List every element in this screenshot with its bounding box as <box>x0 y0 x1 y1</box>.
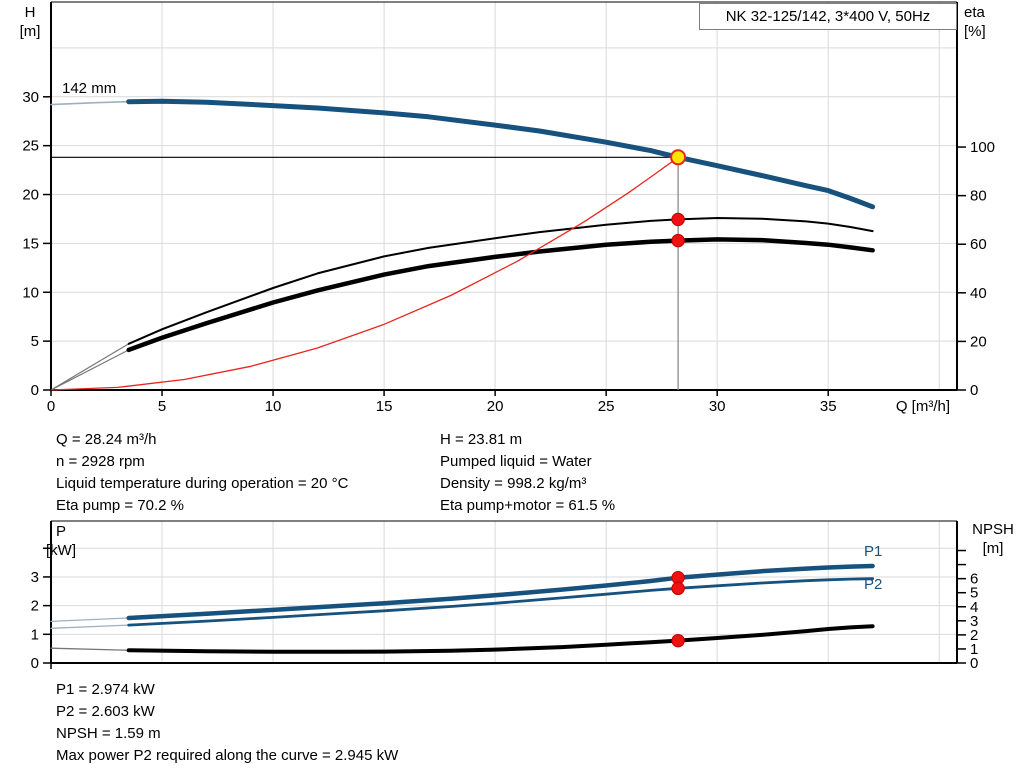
y-right-tick-label: 100 <box>970 139 995 156</box>
head-efficiency-chart: 0 5 10 15 20 25 30 0 20 40 60 80 100 0 5 10 15 20 25 30 35 <box>22 1 995 415</box>
y-right-tick-label: 20 <box>970 333 987 350</box>
npsh-axis-title-line1: NPSH <box>972 521 1014 538</box>
impeller-diameter-label: 142 mm <box>62 80 117 97</box>
x-tick-label: 35 <box>820 398 837 415</box>
x-tick-label: 15 <box>376 398 393 415</box>
y-left-tick-label: 0 <box>31 382 39 399</box>
h-axis-title-line1: H <box>24 4 36 21</box>
info-line-eta-pump: Eta pump = 70.2 % <box>56 497 184 514</box>
head-curve-142mm <box>126 98 876 210</box>
y-left-tick-label: 15 <box>22 235 39 252</box>
h-axis-title: H [m] <box>12 3 48 41</box>
eta-pump-motor-curve <box>126 237 875 353</box>
operating-point-marker <box>671 633 685 648</box>
q-axis-title: Q [m³/h] <box>895 398 950 415</box>
info-line-max-power: Max power P2 required along the curve = … <box>56 747 399 764</box>
eta-axis-title-line2: [%] <box>964 23 986 40</box>
npsh-axis-title: NPSH [m] <box>962 520 1024 558</box>
head-curve-142mm-lead <box>50 100 130 106</box>
x-tick-label: 30 <box>709 398 726 415</box>
x-tick-label: 10 <box>265 398 282 415</box>
p1-curve-lead <box>50 617 130 623</box>
eta-pump-curve <box>127 217 874 345</box>
p1-curve-label: P1 <box>864 543 883 560</box>
y-right-tick-label: 40 <box>970 285 987 302</box>
p2-curve-label: P2 <box>864 576 883 593</box>
y-right-tick-label: 0 <box>970 655 978 672</box>
eta-axis-title-line1: eta <box>964 4 985 21</box>
operating-point-marker <box>671 233 685 248</box>
info-line-flow: Q = 28.24 m³/h <box>56 431 157 448</box>
npsh-curve <box>126 624 875 654</box>
x-tick-label: 0 <box>47 398 55 415</box>
npsh-curve-lead <box>50 647 130 651</box>
y-right-tick-label: 4 <box>970 599 978 616</box>
y-right-tick-label: 0 <box>970 382 978 399</box>
pump-model-label: NK 32-125/142, 3*400 V, 50Hz <box>725 8 931 25</box>
eta-pump-curve-lead <box>50 343 130 391</box>
info-line-head: H = 23.81 m <box>440 431 523 448</box>
y-right-tick-label: 3 <box>970 613 978 630</box>
y-left-tick-label: 25 <box>22 138 39 155</box>
power-info-block: P1 = 2.974 kW P2 = 2.603 kW NPSH = 1.59 … <box>56 679 398 767</box>
p2-curve-lead <box>50 624 130 629</box>
info-line-p2: P2 = 2.603 kW <box>56 703 155 720</box>
eta-axis-title: eta [%] <box>964 3 1014 41</box>
x-tick-label: 5 <box>158 398 166 415</box>
pump-model-box: NK 32-125/142, 3*400 V, 50Hz <box>699 3 957 30</box>
y-right-tick-label: 2 <box>970 627 978 644</box>
info-line-eta-pump-motor: Eta pump+motor = 61.5 % <box>440 497 616 514</box>
y-right-tick-label: 80 <box>970 188 987 205</box>
npsh-axis-title-line2: [m] <box>982 540 1004 557</box>
x-tick-label: 25 <box>598 398 615 415</box>
y-left-tick-label: 1 <box>31 626 39 643</box>
duty-point-marker[interactable] <box>670 149 687 166</box>
operating-point-marker <box>671 581 685 596</box>
system-curve <box>50 156 679 391</box>
info-line-density: Density = 998.2 kg/m³ <box>440 475 587 492</box>
p-axis-title: P [kW] <box>28 522 94 560</box>
duty-info-right: H = 23.81 m Pumped liquid = Water Densit… <box>440 429 615 517</box>
y-right-tick-label: 1 <box>970 641 978 658</box>
p1-curve <box>126 563 875 621</box>
x-tick-label: 20 <box>487 398 504 415</box>
info-line-npsh: NPSH = 1.59 m <box>56 725 161 742</box>
p-axis-title-line2: [kW] <box>46 542 76 559</box>
info-line-liquid: Pumped liquid = Water <box>440 453 592 470</box>
y-right-tick-label: 6 <box>970 571 978 588</box>
y-left-tick-label: 5 <box>31 333 39 350</box>
info-line-temperature: Liquid temperature during operation = 20… <box>56 475 349 492</box>
duty-info-left: Q = 28.24 m³/h n = 2928 rpm Liquid tempe… <box>56 429 348 517</box>
y-left-tick-label: 30 <box>22 89 39 106</box>
y-right-tick-label: 5 <box>970 585 978 602</box>
operating-point-marker <box>671 212 685 227</box>
y-left-tick-label: 0 <box>31 655 39 672</box>
info-line-p1: P1 = 2.974 kW <box>56 681 155 698</box>
y-right-tick-label: 60 <box>970 236 987 253</box>
p-axis-title-line1: P <box>55 523 66 540</box>
info-line-speed: n = 2928 rpm <box>56 453 145 470</box>
h-axis-title-line2: [m] <box>19 23 41 40</box>
p2-curve <box>127 577 874 627</box>
eta-pump-motor-curve-lead <box>50 349 130 391</box>
y-left-tick-label: 2 <box>31 598 39 615</box>
y-left-tick-label: 20 <box>22 187 39 204</box>
y-left-tick-label: 3 <box>31 569 39 586</box>
y-left-tick-label: 10 <box>22 284 39 301</box>
